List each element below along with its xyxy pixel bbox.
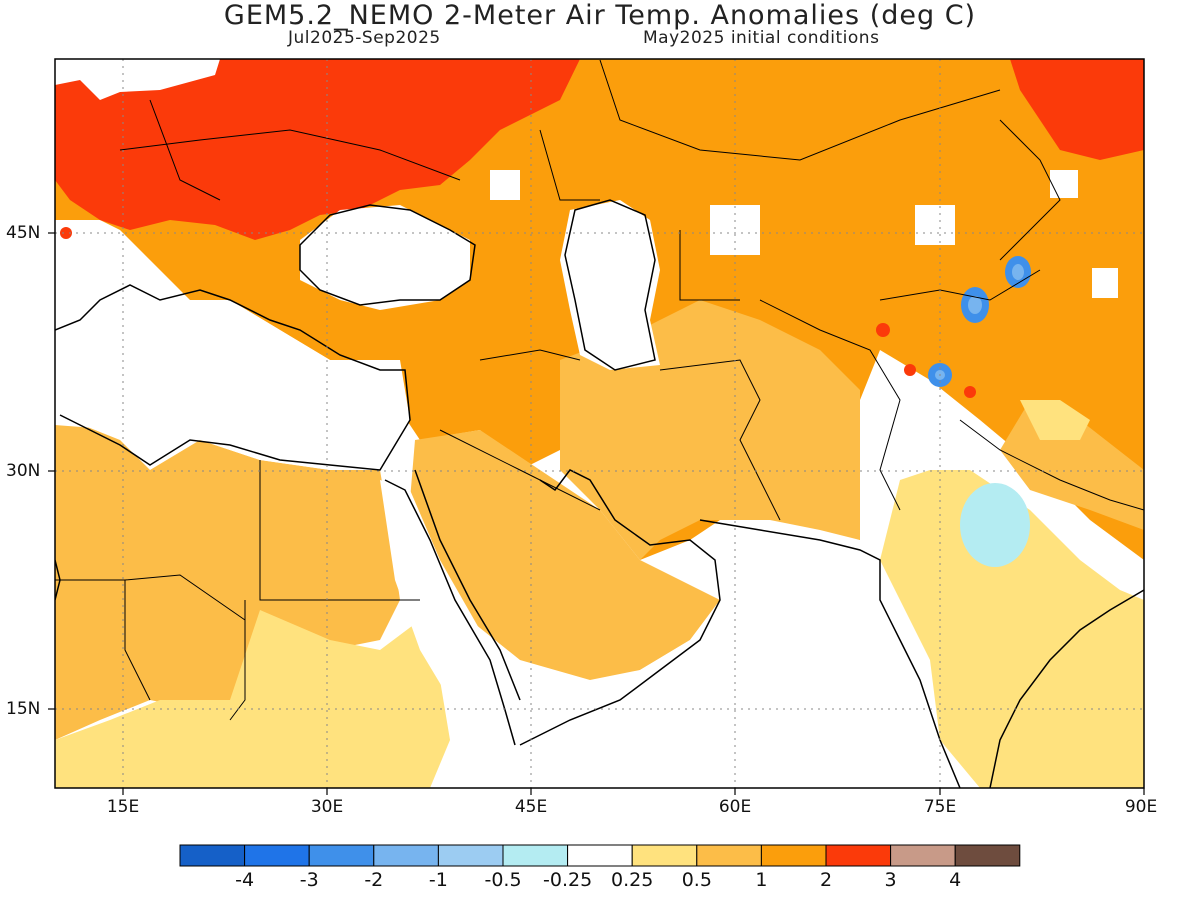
anomaly-region-05-1 — [410, 430, 720, 680]
anomaly-region-025-05 — [1020, 400, 1090, 440]
colorbar-label: 0.5 — [681, 869, 712, 891]
initial-conditions: May2025 initial conditions — [643, 28, 880, 48]
colorbar-swatch — [567, 844, 633, 867]
coastlines — [55, 199, 1144, 788]
anomaly-region-2-3 — [55, 59, 580, 240]
near-zero-arabian-sea — [520, 560, 960, 788]
lon-tick-label: 45E — [514, 797, 548, 817]
axis-ticks — [48, 232, 1145, 795]
colorbar-swatch — [760, 844, 827, 867]
lon-tick-label: 30E — [310, 797, 344, 817]
chart-title: GEM5.2_NEMO 2-Meter Air Temp. Anomalies … — [223, 0, 977, 31]
colorbar-swatch — [890, 844, 956, 867]
colorbar-swatch — [373, 844, 439, 867]
colorbar-label: -3 — [299, 869, 319, 891]
graticule — [55, 59, 1144, 788]
map-frame — [54, 58, 1145, 789]
near-zero-mask — [1092, 268, 1118, 298]
anomaly-region-neg025-neg05 — [960, 483, 1030, 567]
near-zero-mask — [55, 59, 220, 100]
colorbar-swatch — [954, 844, 1021, 867]
near-zero-mask — [1050, 170, 1078, 198]
anomaly-spot-2-3 — [876, 323, 890, 337]
colorbar-swatch — [825, 844, 892, 867]
near-zero-mediterranean — [55, 280, 410, 470]
anomaly-region-025-05 — [55, 610, 450, 788]
colorbar-label: 0.25 — [611, 869, 654, 891]
country-borders — [55, 59, 1144, 721]
near-zero-red-sea — [380, 480, 510, 750]
colorbar-swatch — [179, 844, 246, 867]
anomaly-region-neg05-neg1 — [968, 296, 982, 314]
lat-tick-label: 30N — [6, 461, 41, 481]
anomaly-spot-2-3 — [60, 227, 72, 239]
near-zero-mask — [915, 205, 955, 245]
lon-tick-label: 90E — [1124, 797, 1158, 817]
anomaly-region-neg05-neg1 — [1012, 264, 1024, 280]
colorbar-swatch — [696, 844, 762, 867]
near-zero-mask — [710, 205, 760, 255]
colorbar-label: 3 — [884, 869, 897, 891]
colorbar-label: -1 — [428, 869, 448, 891]
lat-tick-label: 15N — [6, 699, 41, 719]
colorbar-label: 2 — [819, 869, 833, 891]
colorbar-label: 1 — [755, 869, 768, 891]
near-zero-mask — [490, 170, 520, 200]
lon-tick-label: 75E — [923, 797, 957, 817]
anomaly-region-05-1 — [1000, 400, 1144, 530]
colorbar-label: 4 — [949, 869, 962, 891]
colorbar-swatch — [437, 844, 504, 867]
anomaly-spot-2-3 — [904, 364, 916, 376]
near-zero-caspian — [560, 200, 660, 370]
forecast-period: Jul2025-Sep2025 — [288, 28, 441, 48]
colorbar-swatch — [244, 844, 310, 867]
near-zero-black-sea — [300, 205, 470, 310]
lon-tick-label: 15E — [106, 797, 140, 817]
colorbar-label: -0.25 — [543, 869, 593, 891]
colorbar-swatch — [308, 844, 375, 867]
colorbar-label: -0.5 — [484, 869, 522, 891]
colorbar-swatch — [631, 844, 698, 867]
lon-tick-label: 60E — [718, 797, 752, 817]
anomaly-region-2-3 — [1010, 59, 1144, 160]
colorbar — [179, 844, 1021, 867]
colorbar-swatch — [502, 844, 569, 867]
anomaly-spot-2-3 — [964, 386, 976, 398]
colorbar-label: -2 — [364, 869, 384, 891]
colorbar-label: -4 — [235, 869, 255, 891]
lat-tick-label: 45N — [6, 223, 41, 243]
